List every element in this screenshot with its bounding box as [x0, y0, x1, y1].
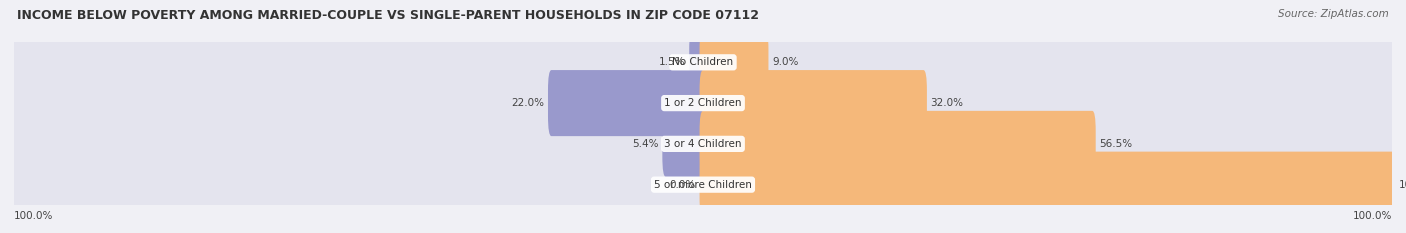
Text: 3 or 4 Children: 3 or 4 Children	[664, 139, 742, 149]
Text: INCOME BELOW POVERTY AMONG MARRIED-COUPLE VS SINGLE-PARENT HOUSEHOLDS IN ZIP COD: INCOME BELOW POVERTY AMONG MARRIED-COUPL…	[17, 9, 759, 22]
FancyBboxPatch shape	[662, 111, 706, 177]
FancyBboxPatch shape	[13, 139, 1393, 230]
Text: 56.5%: 56.5%	[1099, 139, 1132, 149]
Text: 1.5%: 1.5%	[659, 57, 686, 67]
FancyBboxPatch shape	[700, 111, 1095, 177]
FancyBboxPatch shape	[13, 99, 1393, 189]
Text: 100.0%: 100.0%	[1353, 211, 1392, 221]
Text: 32.0%: 32.0%	[931, 98, 963, 108]
FancyBboxPatch shape	[13, 58, 1393, 148]
Text: Source: ZipAtlas.com: Source: ZipAtlas.com	[1278, 9, 1389, 19]
Text: 100.0%: 100.0%	[14, 211, 53, 221]
FancyBboxPatch shape	[700, 70, 927, 136]
FancyBboxPatch shape	[689, 29, 706, 95]
Text: 9.0%: 9.0%	[772, 57, 799, 67]
FancyBboxPatch shape	[700, 29, 769, 95]
Text: 5 or more Children: 5 or more Children	[654, 180, 752, 190]
Text: 100.0%: 100.0%	[1399, 180, 1406, 190]
Text: 5.4%: 5.4%	[633, 139, 659, 149]
FancyBboxPatch shape	[548, 70, 706, 136]
FancyBboxPatch shape	[13, 17, 1393, 108]
Text: 1 or 2 Children: 1 or 2 Children	[664, 98, 742, 108]
Text: 0.0%: 0.0%	[669, 180, 696, 190]
Text: 22.0%: 22.0%	[512, 98, 544, 108]
Text: No Children: No Children	[672, 57, 734, 67]
FancyBboxPatch shape	[700, 152, 1395, 218]
